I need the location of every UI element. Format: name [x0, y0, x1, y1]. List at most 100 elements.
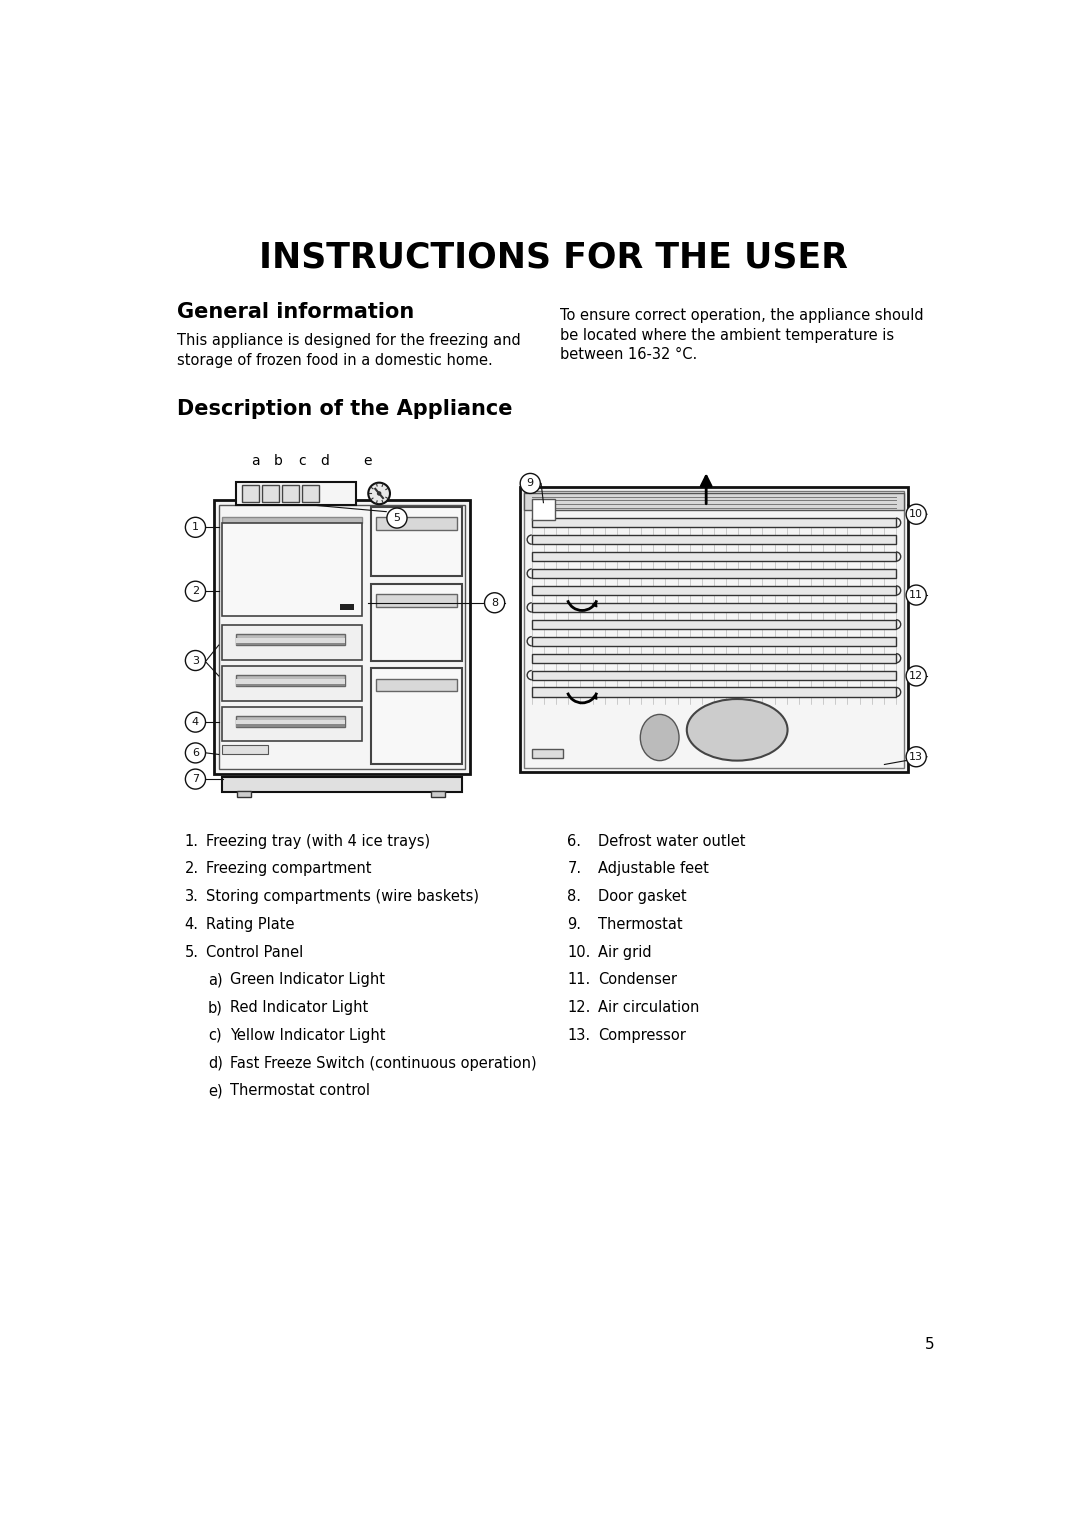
Text: 8: 8 [491, 598, 498, 607]
Text: Defrost water outlet: Defrost water outlet [598, 833, 746, 848]
Text: S: S [287, 488, 295, 499]
Bar [431, 790, 445, 797]
Text: 2.: 2. [185, 862, 199, 876]
Text: Yellow Indicator Light: Yellow Indicator Light [230, 1029, 386, 1042]
Bar [235, 679, 345, 684]
Text: Compressor: Compressor [598, 1029, 686, 1042]
Bar [521, 487, 907, 772]
Text: Thermostat: Thermostat [598, 917, 683, 932]
Bar [221, 665, 362, 700]
Ellipse shape [687, 699, 787, 760]
Text: a): a) [207, 972, 222, 987]
Text: c): c) [207, 1029, 221, 1042]
Bar [531, 670, 896, 679]
Text: b: b [274, 455, 283, 468]
Bar [531, 749, 563, 758]
Text: 5: 5 [393, 513, 401, 523]
Text: 13: 13 [909, 752, 923, 761]
Text: Freezing compartment: Freezing compartment [206, 862, 372, 876]
Circle shape [906, 584, 927, 606]
Bar [524, 493, 904, 510]
Circle shape [378, 491, 380, 494]
Circle shape [368, 482, 390, 504]
Text: Freezing tray (with 4 ice trays): Freezing tray (with 4 ice trays) [206, 833, 431, 848]
Bar [372, 668, 462, 765]
Text: General information: General information [177, 302, 414, 322]
Bar [235, 674, 345, 685]
Text: 7: 7 [192, 774, 199, 784]
Circle shape [186, 650, 205, 670]
Circle shape [387, 508, 407, 528]
Circle shape [485, 592, 504, 613]
Bar [531, 499, 555, 520]
Bar [235, 720, 345, 725]
Text: 2: 2 [192, 586, 199, 597]
Bar [221, 517, 362, 523]
Text: Condenser: Condenser [598, 972, 677, 987]
Text: Description of the Appliance: Description of the Appliance [177, 398, 512, 418]
Text: Rating Plate: Rating Plate [206, 917, 295, 932]
Bar [221, 707, 362, 742]
Text: Adjustable feet: Adjustable feet [598, 862, 710, 876]
Bar [235, 684, 345, 685]
Text: 8.: 8. [567, 890, 581, 905]
Text: Storing compartments (wire baskets): Storing compartments (wire baskets) [206, 890, 480, 905]
Text: 4.: 4. [185, 917, 199, 932]
Circle shape [186, 713, 205, 732]
Text: Control Panel: Control Panel [206, 945, 303, 960]
Bar [235, 725, 345, 726]
Text: Door gasket: Door gasket [598, 890, 687, 905]
Bar [235, 716, 345, 726]
Bar [531, 552, 896, 562]
Text: 6: 6 [192, 748, 199, 758]
Circle shape [906, 504, 927, 525]
Text: 5: 5 [926, 1337, 935, 1352]
Bar [372, 583, 462, 661]
Bar [262, 485, 279, 502]
Text: 10.: 10. [567, 945, 591, 960]
Circle shape [906, 665, 927, 685]
Bar [221, 523, 362, 617]
Bar [531, 536, 896, 545]
Text: 13.: 13. [567, 1029, 591, 1042]
Text: 9: 9 [527, 479, 534, 488]
Text: e): e) [207, 1083, 222, 1099]
Bar [531, 653, 896, 662]
Bar [238, 790, 252, 797]
Text: Thermostat control: Thermostat control [230, 1083, 369, 1099]
Bar [235, 635, 345, 645]
Text: Red Indicator Light: Red Indicator Light [230, 1000, 368, 1015]
Circle shape [186, 743, 205, 763]
Bar [282, 485, 299, 502]
Text: a: a [251, 455, 259, 468]
Circle shape [186, 581, 205, 601]
Text: 9.: 9. [567, 917, 581, 932]
Text: 11.: 11. [567, 972, 591, 987]
Text: S|: S| [307, 488, 315, 497]
Text: 12: 12 [909, 671, 923, 681]
Text: b): b) [207, 1000, 222, 1015]
Text: 7.: 7. [567, 862, 581, 876]
Text: 10: 10 [909, 510, 923, 519]
Text: Air circulation: Air circulation [598, 1000, 700, 1015]
Circle shape [186, 769, 205, 789]
Bar [376, 517, 458, 530]
Text: 5.: 5. [185, 945, 199, 960]
Text: ~: ~ [246, 488, 255, 499]
Bar [221, 626, 362, 659]
Bar [235, 642, 345, 645]
Bar [531, 586, 896, 595]
Text: 3.: 3. [185, 890, 199, 905]
Text: INSTRUCTIONS FOR THE USER: INSTRUCTIONS FOR THE USER [259, 241, 848, 275]
Text: Green Indicator Light: Green Indicator Light [230, 972, 384, 987]
Circle shape [521, 473, 540, 493]
Text: 12.: 12. [567, 1000, 591, 1015]
Bar [531, 620, 896, 629]
Bar [531, 603, 896, 612]
Bar [372, 507, 462, 575]
Bar [228, 528, 353, 531]
Text: To ensure correct operation, the appliance should
be located where the ambient t: To ensure correct operation, the applian… [559, 308, 923, 363]
Bar [302, 485, 320, 502]
Bar [531, 517, 896, 528]
Text: d: d [321, 455, 329, 468]
